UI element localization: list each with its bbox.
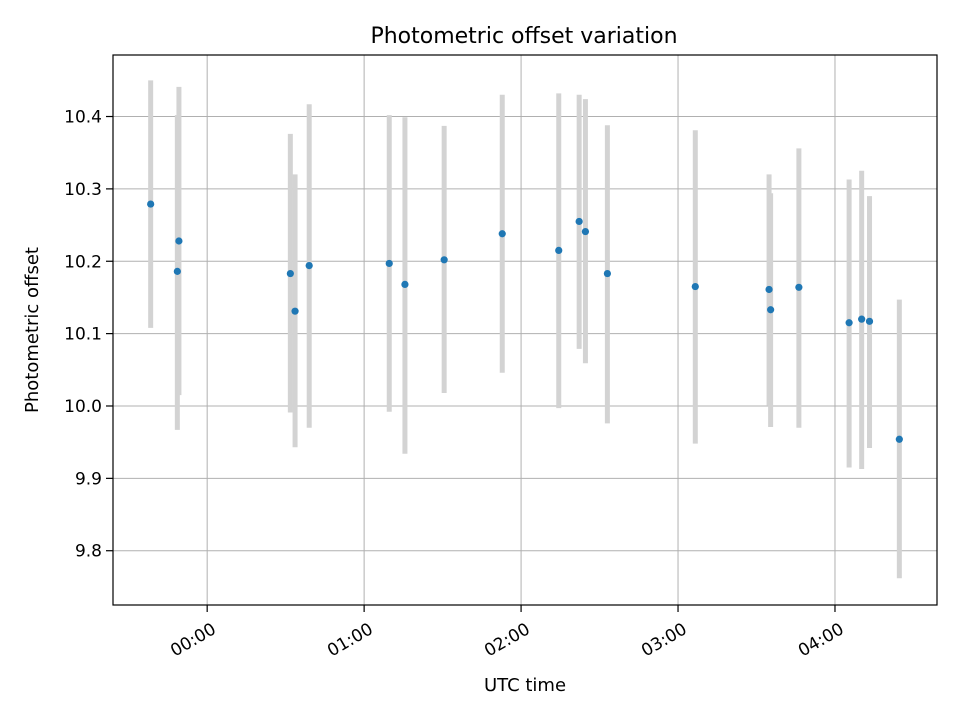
data-point: [175, 237, 183, 245]
y-axis-ticks: 9.8 9.9 10.0 10.1 10.2 10.3 10.4: [64, 108, 113, 562]
data-point: [147, 200, 155, 208]
plot-frame: [112, 54, 938, 606]
y-tick-label: 10.4: [64, 108, 102, 128]
data-point: [895, 435, 903, 443]
data-point: [305, 261, 313, 270]
data-point: [173, 267, 181, 275]
data-point: [575, 217, 583, 226]
chart-title: Photometric offset variation: [370, 24, 677, 49]
data-point: [581, 227, 590, 236]
y-tick-label: 10.1: [64, 325, 102, 345]
data-point: [291, 307, 299, 315]
data-point: [691, 282, 699, 291]
x-axis-label: UTC time: [484, 675, 566, 696]
data-point: [385, 259, 393, 268]
y-axis-label: Photometric offset: [22, 247, 43, 413]
y-tick-label: 10.3: [64, 180, 102, 200]
data-point: [765, 285, 773, 294]
data-point: [845, 319, 853, 327]
data-points: [147, 200, 903, 443]
y-tick-label: 10.0: [64, 397, 102, 417]
data-point: [795, 283, 803, 291]
y-tick-label: 10.2: [64, 252, 102, 272]
data-point: [858, 315, 866, 323]
y-tick-label: 9.9: [75, 469, 102, 489]
data-point: [401, 280, 409, 289]
data-point: [498, 230, 506, 238]
data-point: [603, 269, 612, 278]
data-point: [555, 246, 563, 254]
data-point: [865, 317, 874, 325]
data-point: [767, 306, 775, 314]
y-tick-label: 9.8: [75, 542, 102, 562]
data-point: [440, 256, 448, 264]
data-point: [286, 269, 294, 278]
